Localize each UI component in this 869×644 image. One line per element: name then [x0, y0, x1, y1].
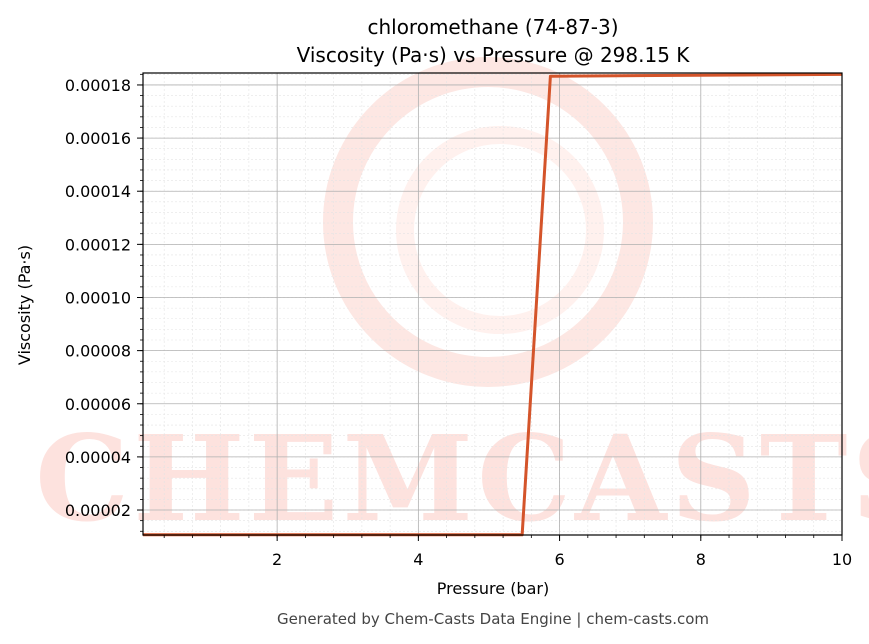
y-axis-label: Viscosity (Pa·s)	[15, 245, 34, 365]
x-tick-label: 8	[696, 550, 706, 569]
chart-subtitle: Viscosity (Pa·s) vs Pressure @ 298.15 K	[297, 43, 691, 67]
watermark-text: CHEMCASTS	[35, 409, 869, 548]
x-tick-label: 4	[413, 550, 423, 569]
x-axis-label: Pressure (bar)	[437, 579, 549, 598]
y-tick-label: 0.00018	[65, 76, 131, 95]
plot-area: 2 4 6 8 10 0.000020.000040.000060.000080.000…	[65, 72, 852, 569]
footer-credit: Generated by Chem-Casts Data Engine | ch…	[277, 610, 709, 628]
chart-title: chloromethane (74-87-3)	[367, 15, 618, 39]
major-grid	[143, 73, 843, 535]
x-tick-label: 10	[832, 550, 852, 569]
x-tick-label: 6	[554, 550, 564, 569]
y-tick-label: 0.00014	[65, 182, 131, 201]
y-tick-label: 0.00002	[65, 501, 131, 520]
x-tick-label: 2	[272, 550, 282, 569]
y-tick-label: 0.00016	[65, 129, 131, 148]
y-tick-label: 0.00008	[65, 342, 131, 361]
y-tick-label: 0.00010	[65, 288, 131, 307]
x-axis-ticks: 2 4 6 8 10	[163, 535, 852, 569]
y-tick-label: 0.00006	[65, 395, 131, 414]
plot-frame	[142, 72, 843, 536]
y-axis-ticks: 0.00002 0.00004 0.00006 0.00008 0.00010 0.000…	[65, 73, 143, 532]
y-tick-label: 0.00004	[65, 448, 131, 467]
watermark: CHEMCASTS	[35, 57, 869, 548]
y-tick-label: 0.00012	[65, 235, 131, 254]
